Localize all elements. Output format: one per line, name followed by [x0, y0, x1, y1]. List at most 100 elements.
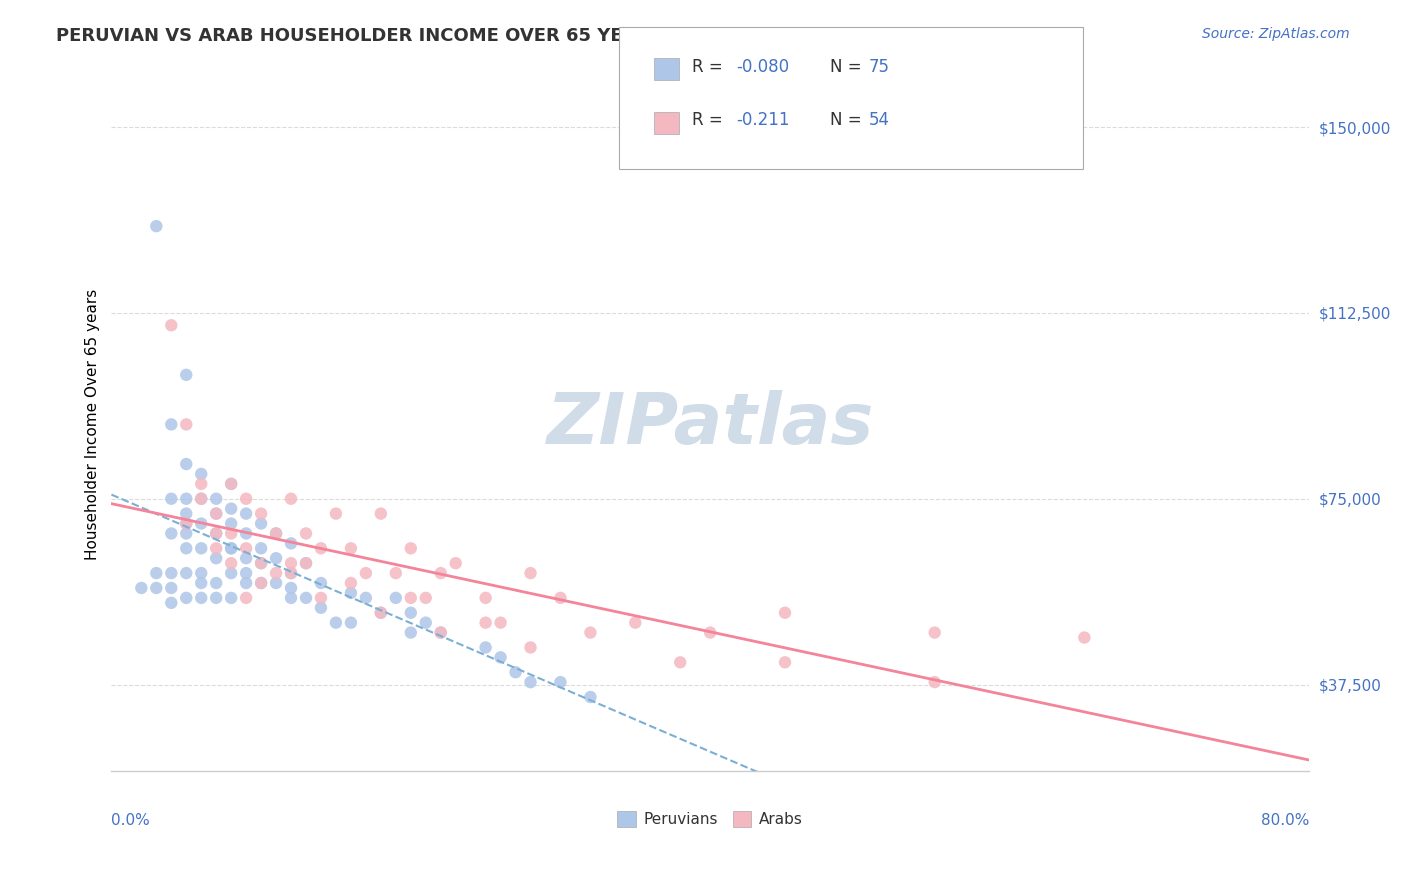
Point: [264, 551, 287, 566]
Point: [235, 576, 257, 591]
Point: [340, 541, 363, 556]
Point: [219, 501, 242, 516]
Point: [280, 581, 302, 595]
Point: [429, 625, 451, 640]
Point: [519, 566, 541, 580]
Point: [325, 507, 347, 521]
Point: [505, 665, 527, 680]
Point: [250, 556, 273, 570]
Point: [174, 516, 197, 531]
Point: [205, 507, 228, 521]
Point: [340, 586, 363, 600]
Point: [174, 491, 197, 506]
Point: [550, 675, 572, 690]
Text: R =: R =: [692, 58, 728, 76]
Point: [370, 606, 392, 620]
Point: [340, 615, 363, 630]
Text: N =: N =: [830, 58, 866, 76]
Point: [399, 625, 422, 640]
Point: [190, 566, 212, 580]
Point: [264, 576, 287, 591]
Point: [370, 507, 392, 521]
Point: [145, 219, 167, 234]
Point: [190, 491, 212, 506]
Legend: Peruvians, Arabs: Peruvians, Arabs: [612, 805, 808, 833]
Point: [190, 591, 212, 605]
Point: [190, 516, 212, 531]
Point: [145, 566, 167, 580]
Text: PERUVIAN VS ARAB HOUSEHOLDER INCOME OVER 65 YEARS CORRELATION CHART: PERUVIAN VS ARAB HOUSEHOLDER INCOME OVER…: [56, 27, 884, 45]
Point: [280, 566, 302, 580]
Point: [205, 591, 228, 605]
Point: [190, 576, 212, 591]
Point: [174, 591, 197, 605]
Point: [280, 591, 302, 605]
Point: [235, 591, 257, 605]
Point: [235, 507, 257, 521]
Point: [205, 526, 228, 541]
Text: 75: 75: [869, 58, 890, 76]
Point: [264, 526, 287, 541]
Point: [250, 576, 273, 591]
Point: [519, 675, 541, 690]
Point: [309, 591, 332, 605]
Point: [235, 526, 257, 541]
Point: [205, 576, 228, 591]
Point: [280, 556, 302, 570]
Point: [385, 566, 408, 580]
Point: [399, 606, 422, 620]
Point: [519, 640, 541, 655]
Point: [624, 615, 647, 630]
Point: [190, 541, 212, 556]
Point: [205, 491, 228, 506]
Point: [219, 541, 242, 556]
Point: [219, 476, 242, 491]
Point: [280, 536, 302, 550]
Point: [250, 516, 273, 531]
Point: [250, 507, 273, 521]
Point: [354, 566, 377, 580]
Point: [174, 516, 197, 531]
Point: [773, 656, 796, 670]
Point: [174, 541, 197, 556]
Point: [309, 541, 332, 556]
Point: [295, 556, 318, 570]
Text: N =: N =: [830, 112, 866, 129]
Point: [131, 581, 153, 595]
Point: [235, 566, 257, 580]
Point: [429, 625, 451, 640]
Point: [429, 566, 451, 580]
Text: -0.080: -0.080: [737, 58, 790, 76]
Text: 0.0%: 0.0%: [111, 813, 150, 828]
Point: [309, 600, 332, 615]
Point: [250, 576, 273, 591]
Point: [550, 591, 572, 605]
Point: [174, 417, 197, 432]
Text: ZIPatlas: ZIPatlas: [547, 390, 875, 458]
Point: [160, 596, 183, 610]
Point: [190, 476, 212, 491]
Point: [174, 566, 197, 580]
Point: [280, 566, 302, 580]
Point: [699, 625, 721, 640]
Point: [160, 417, 183, 432]
Point: [309, 576, 332, 591]
Point: [385, 591, 408, 605]
Point: [219, 526, 242, 541]
Point: [444, 556, 467, 570]
Point: [295, 556, 318, 570]
Point: [219, 556, 242, 570]
Point: [235, 491, 257, 506]
Point: [174, 457, 197, 471]
Point: [219, 566, 242, 580]
Point: [579, 690, 602, 704]
Point: [399, 541, 422, 556]
Point: [474, 591, 496, 605]
Text: R =: R =: [692, 112, 728, 129]
Text: -0.211: -0.211: [737, 112, 790, 129]
Point: [399, 591, 422, 605]
Point: [205, 526, 228, 541]
Point: [579, 625, 602, 640]
Point: [295, 591, 318, 605]
Point: [924, 625, 946, 640]
